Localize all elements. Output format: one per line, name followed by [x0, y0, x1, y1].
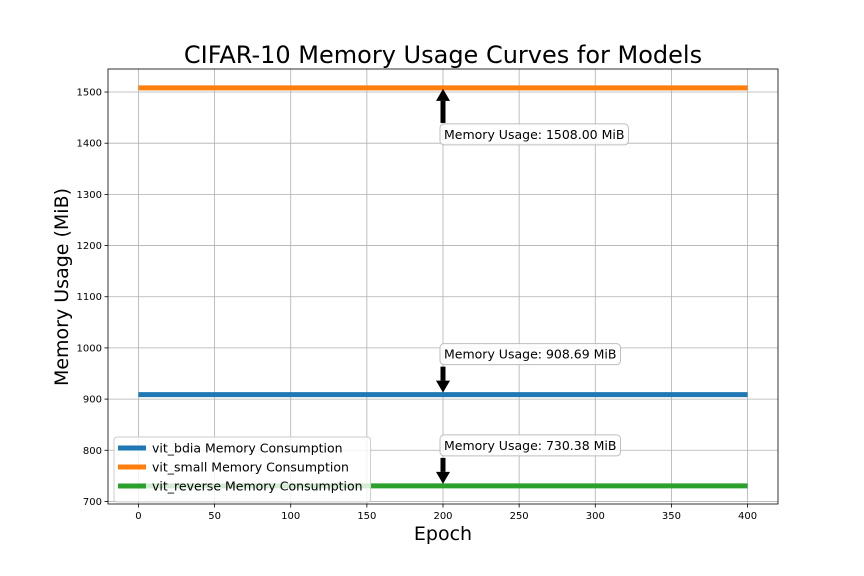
x-tick-label: 350 — [662, 511, 681, 522]
annotation-box — [439, 434, 621, 457]
y-axis-title: Memory Usage (MiB) — [51, 188, 73, 386]
x-axis-title: Epoch — [414, 523, 472, 545]
y-tick-label: 700 — [83, 497, 102, 508]
x-tick-label: 200 — [433, 511, 452, 522]
legend-box — [113, 436, 372, 503]
y-tick-label: 1100 — [77, 292, 102, 303]
x-tick-label: 400 — [738, 511, 757, 522]
x-tick-label: 0 — [135, 511, 141, 522]
annotation-arrow-shaft — [440, 366, 446, 381]
annotation-label: Memory Usage: 1508.00 MiB — [439, 123, 629, 146]
x-tick-label: 250 — [510, 511, 529, 522]
legend: vit_bdia Memory Consumption vit_small Mem… — [113, 436, 372, 503]
annotation-arrow-head — [436, 88, 450, 101]
annotation-arrow-head — [436, 380, 450, 393]
legend-label: vit_bdia Memory Consumption — [152, 441, 343, 456]
x-tick-label: 300 — [586, 511, 605, 522]
y-tick-label: 800 — [83, 446, 102, 457]
annotation-label: Memory Usage: 908.69 MiB — [439, 343, 621, 366]
y-tick-label: 1300 — [77, 190, 102, 201]
y-tick-label: 1200 — [77, 241, 102, 252]
annotation-box — [439, 343, 621, 366]
chart-title: CIFAR-10 Memory Usage Curves for Models — [184, 41, 702, 69]
annotation-text: Memory Usage: 1508.00 MiB — [444, 127, 624, 142]
annotation-label: Memory Usage: 730.38 MiB — [439, 434, 621, 457]
annotation-text: Memory Usage: 730.38 MiB — [444, 438, 617, 453]
annotation-arrow-shaft — [440, 100, 446, 123]
annotation-text: Memory Usage: 908.69 MiB — [444, 347, 617, 362]
x-tick-label: 150 — [357, 511, 376, 522]
ticks: 0 50 100 150 200 250 300 350 400 700 800 900 1000 110… — [77, 88, 758, 522]
legend-label: vit_reverse Memory Consumption — [152, 479, 363, 494]
y-tick-label: 1400 — [77, 139, 102, 150]
annotations: Memory Usage: 1508.00 MiB Memory Usage: 9… — [436, 88, 629, 484]
x-tick-label: 50 — [208, 511, 221, 522]
x-tick-label: 100 — [281, 511, 300, 522]
y-tick-label: 1000 — [77, 343, 102, 354]
legend-label: vit_small Memory Consumption — [152, 460, 349, 475]
annotation-box — [439, 123, 629, 146]
annotation-arrow-shaft — [440, 457, 446, 472]
y-tick-label: 1500 — [77, 88, 102, 99]
y-tick-label: 900 — [83, 395, 102, 406]
annotation-arrow-head — [436, 471, 450, 484]
